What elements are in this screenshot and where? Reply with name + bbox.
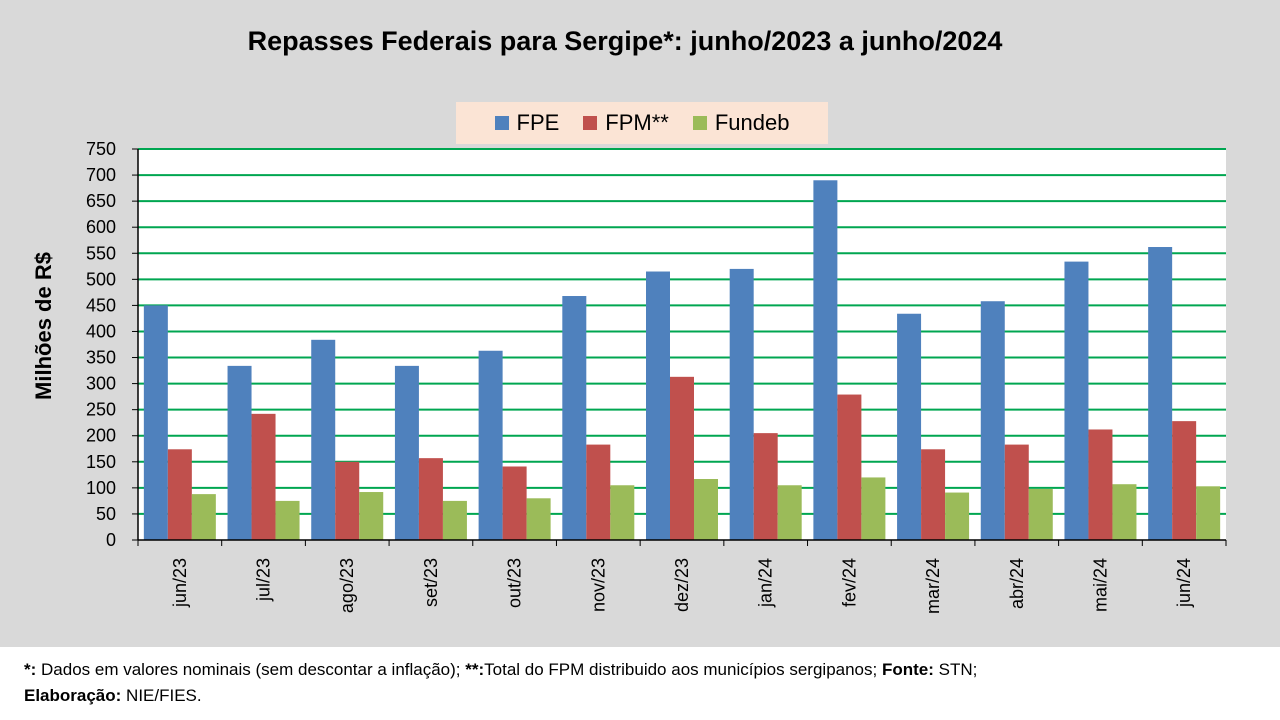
bar-fundeb-nov-23 (610, 485, 635, 540)
bar-fundeb-set-23 (442, 500, 467, 540)
bar-fundeb-jun-23 (191, 494, 216, 540)
x-tick-label-jul-23: jul/23 (254, 558, 274, 602)
bar-fpm-mai-24 (1088, 429, 1113, 540)
bar-fpe-ago-23 (311, 339, 336, 540)
chart-legend: FPE FPM** Fundeb (456, 102, 828, 144)
bar-fpe-nov-23 (562, 296, 587, 540)
bar-fpe-jul-23 (227, 365, 252, 540)
y-tick-label-150: 150 (86, 452, 116, 472)
bar-fpm-jan-24 (753, 433, 778, 540)
y-tick-label-400: 400 (86, 321, 116, 341)
legend-item-fundeb: Fundeb (692, 110, 790, 136)
bar-fundeb-ago-23 (359, 492, 384, 540)
x-tick-label-jun-24: jun/24 (1174, 558, 1194, 608)
x-tick-label-abr-24: abr/24 (1007, 558, 1027, 609)
x-tick-label-out-23: out/23 (505, 558, 525, 608)
bar-fpe-fev-24 (813, 180, 838, 540)
bar-fpm-nov-23 (586, 444, 611, 540)
footnote-mark-source: Fonte: (881, 660, 934, 679)
bar-fpm-jul-23 (251, 413, 276, 540)
footnote: *: Dados em valores nominais (sem descon… (0, 647, 1280, 720)
bar-fundeb-out-23 (526, 498, 551, 540)
y-tick-label-350: 350 (86, 348, 116, 368)
chart-title: Repasses Federais para Sergipe*: junho/2… (247, 26, 1003, 56)
footnote-mark-nominal: *: (24, 660, 37, 679)
x-tick-label-fev-24: fev/24 (839, 558, 859, 607)
bar-fundeb-dez-23 (694, 479, 718, 540)
x-tick-label-mai-24: mai/24 (1090, 558, 1110, 612)
bar-fpe-jan-24 (729, 268, 754, 540)
bar-fpe-abr-24 (980, 301, 1005, 540)
bar-fpm-set-23 (418, 458, 443, 540)
legend-label-fpe: FPE (516, 110, 560, 135)
y-tick-label-750: 750 (86, 139, 116, 159)
x-tick-label-mar-24: mar/24 (923, 558, 943, 614)
legend-label-fundeb: Fundeb (714, 110, 790, 135)
y-tick-label-450: 450 (86, 295, 116, 315)
bar-fundeb-abr-24 (1028, 488, 1053, 540)
bar-fpm-out-23 (502, 466, 527, 540)
bar-fpe-mai-24 (1064, 261, 1089, 540)
footnote-mark-author: Elaboração: (24, 686, 122, 705)
footnote-line-1: *: Dados em valores nominais (sem descon… (24, 657, 1280, 683)
y-tick-label-650: 650 (86, 191, 116, 211)
bar-fpm-mar-24 (921, 449, 946, 540)
bar-fundeb-jun-24 (1196, 486, 1221, 540)
bar-fundeb-jul-23 (275, 500, 300, 540)
bar-fpe-mar-24 (897, 313, 922, 540)
bar-fundeb-mai-24 (1112, 484, 1137, 540)
x-tick-label-dez-23: dez/23 (672, 558, 692, 612)
bar-fundeb-jan-24 (777, 485, 802, 540)
y-tick-label-550: 550 (86, 243, 116, 263)
bar-fundeb-mar-24 (945, 492, 970, 540)
footnote-text-source: STN; (933, 660, 978, 679)
y-tick-label-250: 250 (86, 400, 116, 420)
x-tick-label-set-23: set/23 (421, 558, 441, 607)
bar-fpe-dez-23 (646, 271, 670, 540)
x-tick-label-nov-23: nov/23 (588, 558, 608, 612)
legend-item-fpm: FPM** (583, 110, 669, 136)
y-tick-label-0: 0 (106, 530, 116, 550)
footnote-mark-fpm: **: (465, 660, 485, 679)
footnote-text-nominal: Dados em valores nominais (sem descontar… (36, 660, 466, 679)
x-tick-label-jun-23: jun/23 (170, 558, 190, 608)
footnote-text-fpm: Total do FPM distribuido aos municípios … (484, 660, 882, 679)
bar-fpe-jun-24 (1148, 247, 1173, 540)
x-tick-label-ago-23: ago/23 (337, 558, 357, 613)
legend-swatch-fpm (583, 116, 598, 130)
y-tick-label-600: 600 (86, 217, 116, 237)
legend-label-fpm: FPM** (605, 110, 669, 135)
y-tick-label-50: 50 (96, 504, 116, 524)
bar-fundeb-fev-24 (861, 477, 886, 540)
legend-item-fpe: FPE (494, 110, 560, 136)
bar-fpe-jun-23 (143, 305, 168, 540)
bar-fpe-set-23 (394, 365, 419, 540)
bar-fpm-jun-23 (167, 449, 192, 540)
footnote-text-author: NIE/FIES. (121, 686, 202, 705)
y-tick-label-500: 500 (86, 269, 116, 289)
bar-fpm-fev-24 (837, 394, 862, 540)
y-tick-label-300: 300 (86, 374, 116, 394)
footnote-line-2: Elaboração: NIE/FIES. (24, 683, 1280, 709)
bar-fpm-abr-24 (1004, 444, 1029, 540)
bar-fpm-jun-24 (1172, 421, 1197, 540)
x-tick-label-jan-24: jan/24 (756, 558, 776, 608)
y-tick-label-100: 100 (86, 478, 116, 498)
legend-swatch-fpe (494, 116, 509, 130)
y-tick-label-200: 200 (86, 426, 116, 446)
y-tick-label-700: 700 (86, 165, 116, 185)
legend-swatch-fundeb (692, 116, 707, 130)
bar-fpe-out-23 (478, 350, 503, 540)
bar-chart: 0 50 100 150 200 250 300 350 400 450 500 550 600 650 7… (86, 139, 1227, 614)
bar-fpm-dez-23 (670, 376, 694, 540)
bar-fpm-ago-23 (335, 461, 360, 540)
